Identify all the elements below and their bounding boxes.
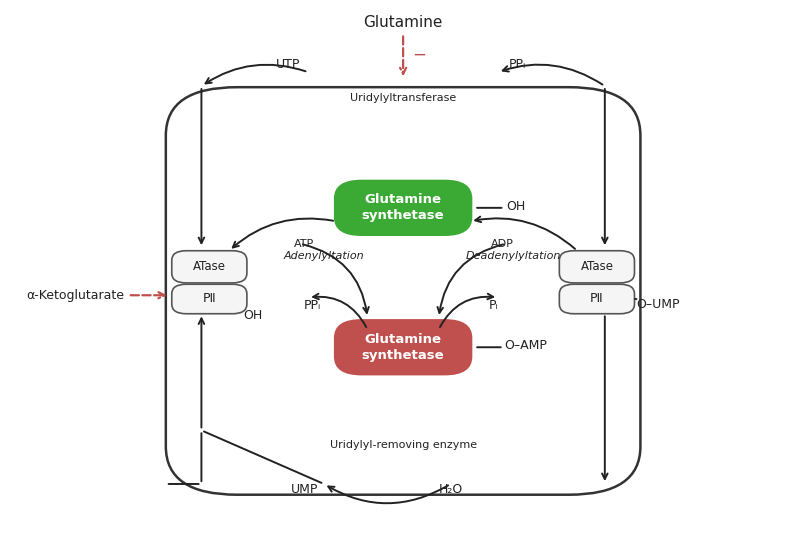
FancyBboxPatch shape	[172, 251, 247, 283]
Text: Pᵢ: Pᵢ	[490, 299, 499, 312]
Text: Adenylyltation: Adenylyltation	[284, 251, 364, 261]
Text: O–AMP: O–AMP	[504, 339, 547, 352]
Text: UTP: UTP	[276, 58, 301, 71]
Text: Glutamine
synthetase: Glutamine synthetase	[362, 333, 445, 362]
Text: OH: OH	[506, 200, 525, 213]
FancyBboxPatch shape	[334, 319, 472, 375]
Text: ADP: ADP	[490, 239, 514, 249]
Text: Glutamine
synthetase: Glutamine synthetase	[362, 194, 445, 222]
FancyBboxPatch shape	[334, 179, 472, 236]
Text: O–UMP: O–UMP	[637, 298, 680, 311]
Text: ATP: ATP	[294, 239, 314, 249]
Text: UMP: UMP	[290, 483, 318, 496]
Text: ATase: ATase	[581, 260, 614, 273]
FancyBboxPatch shape	[559, 251, 634, 283]
Text: ATase: ATase	[193, 260, 226, 273]
FancyBboxPatch shape	[559, 284, 634, 314]
Text: OH: OH	[243, 309, 262, 322]
Text: PⅡ: PⅡ	[202, 293, 216, 306]
Text: Uridylyltransferase: Uridylyltransferase	[350, 93, 456, 103]
Text: PPᵢ: PPᵢ	[303, 299, 321, 312]
Text: Uridylyl-removing enzyme: Uridylyl-removing enzyme	[330, 440, 477, 451]
Text: −: −	[413, 46, 426, 64]
FancyBboxPatch shape	[172, 284, 247, 314]
Text: Glutamine: Glutamine	[363, 15, 443, 30]
Text: Deadenylyltation: Deadenylyltation	[466, 251, 562, 261]
Text: H₂O: H₂O	[438, 483, 462, 496]
Text: α-Ketoglutarate: α-Ketoglutarate	[26, 289, 125, 302]
Text: PⅡ: PⅡ	[590, 293, 604, 306]
Text: PPᵢ: PPᵢ	[509, 58, 526, 71]
